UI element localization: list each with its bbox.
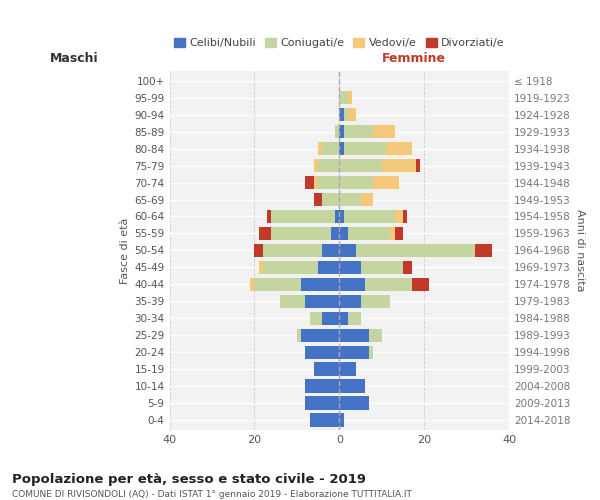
Bar bbox=[267, 210, 271, 223]
Bar bbox=[361, 294, 391, 308]
Bar bbox=[297, 328, 301, 342]
Bar bbox=[340, 193, 361, 206]
Bar bbox=[322, 142, 340, 156]
Bar bbox=[318, 260, 340, 274]
Bar bbox=[365, 278, 412, 291]
Bar bbox=[259, 227, 271, 240]
Bar bbox=[340, 159, 382, 172]
Bar bbox=[318, 159, 340, 172]
Bar bbox=[412, 278, 428, 291]
Bar bbox=[340, 278, 365, 291]
Bar bbox=[305, 396, 340, 409]
Text: Femmine: Femmine bbox=[382, 52, 446, 66]
Legend: Celibi/Nubili, Coniugati/e, Vedovi/e, Divorziati/e: Celibi/Nubili, Coniugati/e, Vedovi/e, Di… bbox=[169, 33, 509, 52]
Bar bbox=[344, 142, 386, 156]
Bar bbox=[344, 210, 395, 223]
Y-axis label: Anni di nascita: Anni di nascita bbox=[575, 209, 585, 292]
Bar bbox=[361, 260, 403, 274]
Bar bbox=[382, 159, 416, 172]
Bar bbox=[314, 193, 322, 206]
Bar bbox=[340, 91, 348, 104]
Bar bbox=[322, 244, 340, 257]
Bar bbox=[369, 346, 373, 358]
Bar bbox=[318, 176, 340, 189]
Bar bbox=[305, 176, 314, 189]
Bar bbox=[314, 159, 318, 172]
Bar bbox=[340, 244, 356, 257]
Bar bbox=[340, 210, 344, 223]
Bar bbox=[373, 125, 395, 138]
Bar bbox=[310, 312, 322, 325]
Text: Maschi: Maschi bbox=[50, 52, 99, 66]
Bar bbox=[263, 244, 322, 257]
Bar bbox=[340, 362, 356, 376]
Bar bbox=[340, 312, 348, 325]
Bar bbox=[416, 159, 420, 172]
Bar bbox=[301, 328, 340, 342]
Bar bbox=[340, 346, 369, 358]
Bar bbox=[340, 125, 344, 138]
Y-axis label: Fasce di età: Fasce di età bbox=[120, 217, 130, 284]
Text: COMUNE DI RIVISONDOLI (AQ) - Dati ISTAT 1° gennaio 2019 - Elaborazione TUTTITALI: COMUNE DI RIVISONDOLI (AQ) - Dati ISTAT … bbox=[12, 490, 412, 499]
Bar bbox=[348, 108, 356, 122]
Bar bbox=[340, 380, 365, 392]
Bar bbox=[348, 227, 391, 240]
Bar bbox=[305, 380, 340, 392]
Bar bbox=[254, 278, 301, 291]
Bar bbox=[305, 346, 340, 358]
Bar bbox=[259, 260, 263, 274]
Bar bbox=[348, 91, 352, 104]
Bar bbox=[340, 260, 361, 274]
Bar bbox=[271, 210, 335, 223]
Bar bbox=[254, 244, 263, 257]
Bar bbox=[475, 244, 492, 257]
Bar bbox=[391, 227, 395, 240]
Bar bbox=[322, 193, 340, 206]
Bar bbox=[340, 414, 344, 426]
Bar bbox=[395, 227, 403, 240]
Bar bbox=[340, 108, 344, 122]
Bar bbox=[301, 278, 340, 291]
Bar bbox=[271, 227, 331, 240]
Bar bbox=[348, 312, 361, 325]
Bar bbox=[322, 312, 340, 325]
Bar bbox=[314, 176, 318, 189]
Bar bbox=[369, 328, 382, 342]
Bar bbox=[310, 414, 340, 426]
Bar bbox=[403, 210, 407, 223]
Bar bbox=[344, 125, 373, 138]
Bar bbox=[335, 210, 340, 223]
Bar bbox=[250, 278, 254, 291]
Bar bbox=[340, 176, 373, 189]
Bar bbox=[263, 260, 318, 274]
Bar bbox=[403, 260, 412, 274]
Bar bbox=[356, 244, 475, 257]
Bar bbox=[340, 328, 369, 342]
Bar bbox=[331, 227, 340, 240]
Bar bbox=[340, 142, 344, 156]
Bar bbox=[395, 210, 403, 223]
Bar bbox=[305, 294, 340, 308]
Bar bbox=[386, 142, 412, 156]
Bar bbox=[318, 142, 322, 156]
Bar bbox=[335, 125, 340, 138]
Bar bbox=[361, 193, 373, 206]
Bar bbox=[340, 227, 348, 240]
Bar bbox=[340, 294, 361, 308]
Bar bbox=[373, 176, 399, 189]
Bar bbox=[314, 362, 340, 376]
Text: Popolazione per età, sesso e stato civile - 2019: Popolazione per età, sesso e stato civil… bbox=[12, 472, 366, 486]
Bar bbox=[344, 108, 348, 122]
Bar bbox=[340, 396, 369, 409]
Bar bbox=[280, 294, 305, 308]
